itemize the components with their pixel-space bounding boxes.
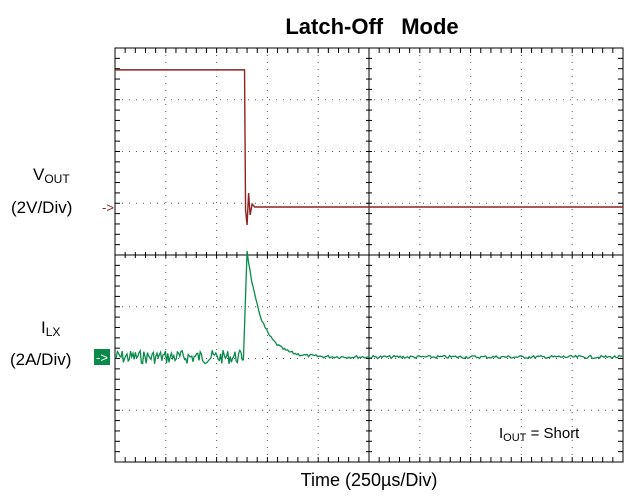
chart-title-word-2: Mode [401, 14, 459, 39]
vout-marker: -> [102, 200, 114, 215]
x-axis-label: Time (250µs/Div) [300, 470, 438, 490]
ilx-marker: -> [96, 350, 108, 365]
vout-label: VOUT [33, 165, 70, 186]
ilx-label: ILX [41, 318, 61, 339]
ilx-trace [114, 250, 623, 365]
vout-scale-label: (2V/Div) [11, 198, 73, 217]
chart-title-word-1: Latch-Off [285, 14, 384, 39]
ilx-marker-box [94, 349, 110, 365]
chart-title: Latch-Off Mode [0, 14, 624, 40]
iout-annotation: IOUT = Short [499, 425, 580, 444]
ilx-scale-label: (2A/Div) [10, 350, 72, 369]
vout-trace [115, 69, 623, 226]
